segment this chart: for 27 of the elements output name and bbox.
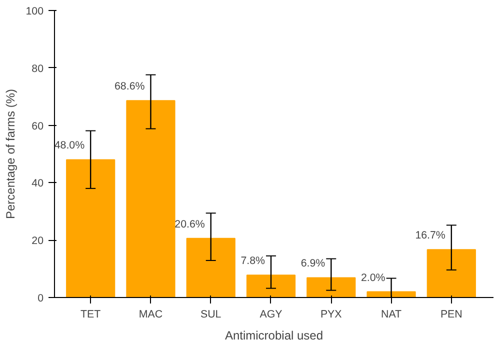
y-tick-label: 0 bbox=[38, 292, 44, 304]
y-tick-label: 80 bbox=[32, 62, 44, 75]
bar bbox=[246, 274, 296, 298]
x-tick-label: TET bbox=[80, 308, 102, 320]
x-tick-label: MAC bbox=[138, 308, 163, 320]
y-tick-label: 100 bbox=[26, 6, 44, 18]
x-tick-label: SUL bbox=[200, 308, 222, 320]
x-tick-label: AGY bbox=[260, 308, 282, 320]
x-tick-label: PYX bbox=[320, 308, 342, 320]
y-tick-label: 20 bbox=[32, 235, 44, 248]
bar bbox=[66, 159, 116, 298]
data-label: 16.7% bbox=[415, 230, 446, 242]
x-tick-label: PEN bbox=[440, 308, 462, 320]
bar bbox=[306, 277, 356, 298]
data-label: 7.8% bbox=[240, 255, 266, 268]
bar bbox=[366, 291, 416, 298]
x-axis-title: Antimicrobial used bbox=[224, 328, 324, 342]
bar bbox=[426, 249, 476, 298]
bar bbox=[126, 100, 176, 298]
y-axis-title: Percentage of farms (%) bbox=[4, 88, 18, 220]
bar bbox=[186, 238, 236, 298]
y-tick-label: 60 bbox=[32, 120, 44, 132]
data-label: 2.0% bbox=[360, 272, 386, 284]
x-tick-label: NAT bbox=[381, 308, 402, 320]
y-tick-label: 40 bbox=[32, 178, 44, 190]
data-label: 6.9% bbox=[300, 258, 326, 270]
data-label: 68.6% bbox=[114, 80, 146, 93]
